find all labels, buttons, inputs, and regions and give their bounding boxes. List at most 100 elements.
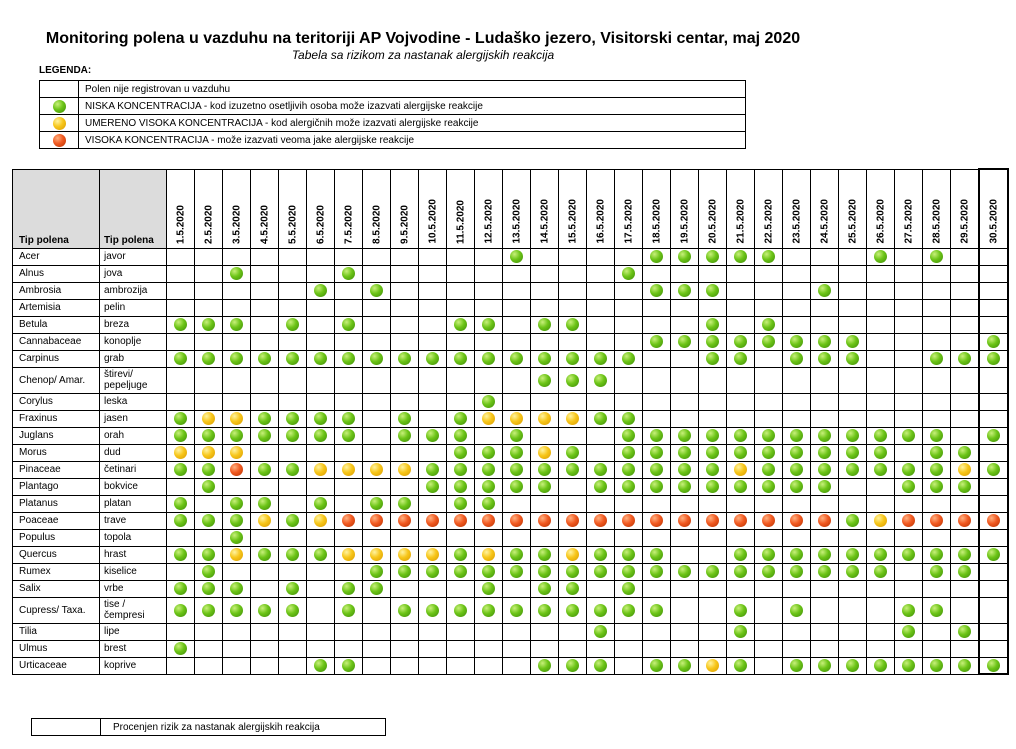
risk-cell [698,562,727,581]
risk-cell [418,494,447,513]
risk-cell [530,656,559,675]
risk-cell [726,443,755,462]
risk-cell [250,264,279,283]
risk-cell [222,443,251,462]
risk-cell [782,460,811,479]
risk-dot-icon [818,565,831,578]
risk-dot-icon [958,514,971,527]
header-date: 11.5.2020 [446,168,475,249]
risk-cell [306,477,335,496]
risk-dot-icon [734,625,747,638]
risk-cell [670,426,699,445]
risk-dot-icon [594,603,607,617]
risk-cell [866,247,895,266]
risk-dot-icon [987,514,1000,527]
risk-cell [194,426,223,445]
risk-cell [726,622,755,641]
risk-cell [894,579,923,598]
risk-dot-icon [230,603,243,617]
risk-cell [306,281,335,300]
risk-dot-icon [174,352,187,365]
risk-dot-icon [230,318,243,331]
risk-cell [222,264,251,283]
header-pollen-local: Tip polena [99,168,167,249]
risk-dot-icon [398,352,411,365]
risk-cell [586,579,615,598]
risk-cell [502,579,531,598]
risk-cell [950,281,980,300]
risk-dot-icon [342,582,355,595]
risk-cell [418,596,447,624]
risk-cell [782,477,811,496]
risk-cell [670,281,699,300]
risk-dot-icon [174,429,187,442]
risk-cell [950,392,980,411]
date-label: 25.5.2020 [847,199,858,244]
level-dot-icon [52,133,66,147]
risk-cell [614,349,643,368]
risk-cell [670,528,699,547]
risk-cell [250,511,279,530]
risk-cell [390,332,419,351]
risk-dot-icon [818,446,831,459]
risk-cell [530,579,559,598]
risk-dot-icon [594,625,607,638]
risk-cell [866,579,895,598]
date-label: 23.5.2020 [791,199,802,244]
risk-dot-icon [538,318,551,331]
risk-cell [614,281,643,300]
risk-dot-icon [202,463,215,476]
risk-cell [194,366,223,394]
risk-dot-icon [174,548,187,561]
risk-cell [194,579,223,598]
risk-cell [614,392,643,411]
legend-row: VISOKA KONCENTRACIJA - može izazvati veo… [39,131,746,149]
risk-cell [474,298,503,317]
header-date: 17.5.2020 [614,168,643,249]
risk-cell [810,332,839,351]
risk-dot-icon [874,565,887,578]
risk-cell [530,349,559,368]
risk-dot-icon [846,463,859,476]
risk-dot-icon [202,514,215,527]
risk-cell [922,596,951,624]
risk-cell [278,281,307,300]
date-label: 28.5.2020 [931,199,942,244]
risk-cell [334,477,363,496]
risk-dot-icon [678,659,691,672]
risk-cell [362,579,391,598]
risk-cell [502,639,531,658]
risk-cell [614,332,643,351]
risk-cell [978,332,1009,351]
risk-dot-icon [342,412,355,425]
risk-cell [166,298,195,317]
risk-cell [194,528,223,547]
risk-dot-icon [398,565,411,578]
pollen-local-name: bokvice [99,477,167,496]
risk-cell [726,332,755,351]
risk-cell [166,511,195,530]
risk-cell [726,656,755,675]
risk-cell [642,562,671,581]
risk-cell [390,562,419,581]
risk-dot-icon [314,497,327,510]
risk-cell [250,315,279,334]
risk-cell [474,315,503,334]
risk-dot-icon [734,514,747,527]
risk-cell [278,298,307,317]
risk-cell [558,298,587,317]
risk-dot-icon [818,548,831,561]
risk-dot-icon [678,480,691,493]
risk-cell [530,332,559,351]
risk-cell [250,332,279,351]
risk-dot-icon [258,497,271,510]
pollen-local-name: lipe [99,622,167,641]
date-label: 27.5.2020 [903,199,914,244]
risk-cell [558,494,587,513]
risk-cell [894,298,923,317]
date-label: 3.5.2020 [231,204,242,244]
risk-dot-icon [230,429,243,442]
risk-dot-icon [454,446,467,459]
risk-cell [250,562,279,581]
risk-dot-icon [902,429,915,442]
